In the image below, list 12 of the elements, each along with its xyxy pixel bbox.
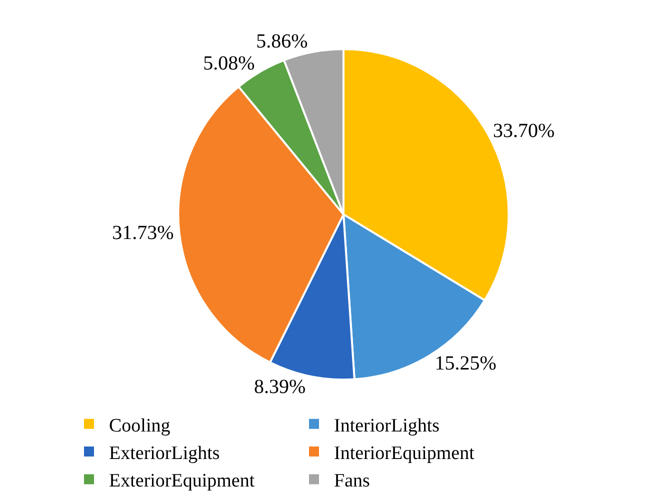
- data-label: 33.70%: [493, 120, 555, 142]
- legend-label: InteriorLights: [334, 415, 440, 436]
- legend-label: Cooling: [109, 415, 171, 436]
- legend-label: ExteriorEquipment: [109, 470, 256, 492]
- data-label: 8.39%: [254, 376, 306, 398]
- legend-label: ExteriorLights: [109, 442, 220, 464]
- data-label: 5.86%: [256, 30, 308, 52]
- legend-label: InteriorEquipment: [334, 442, 476, 464]
- data-label: 5.08%: [203, 52, 255, 74]
- data-label: 15.25%: [434, 352, 496, 375]
- data-label: 31.73%: [112, 222, 174, 244]
- legend-label: Fans: [334, 470, 370, 492]
